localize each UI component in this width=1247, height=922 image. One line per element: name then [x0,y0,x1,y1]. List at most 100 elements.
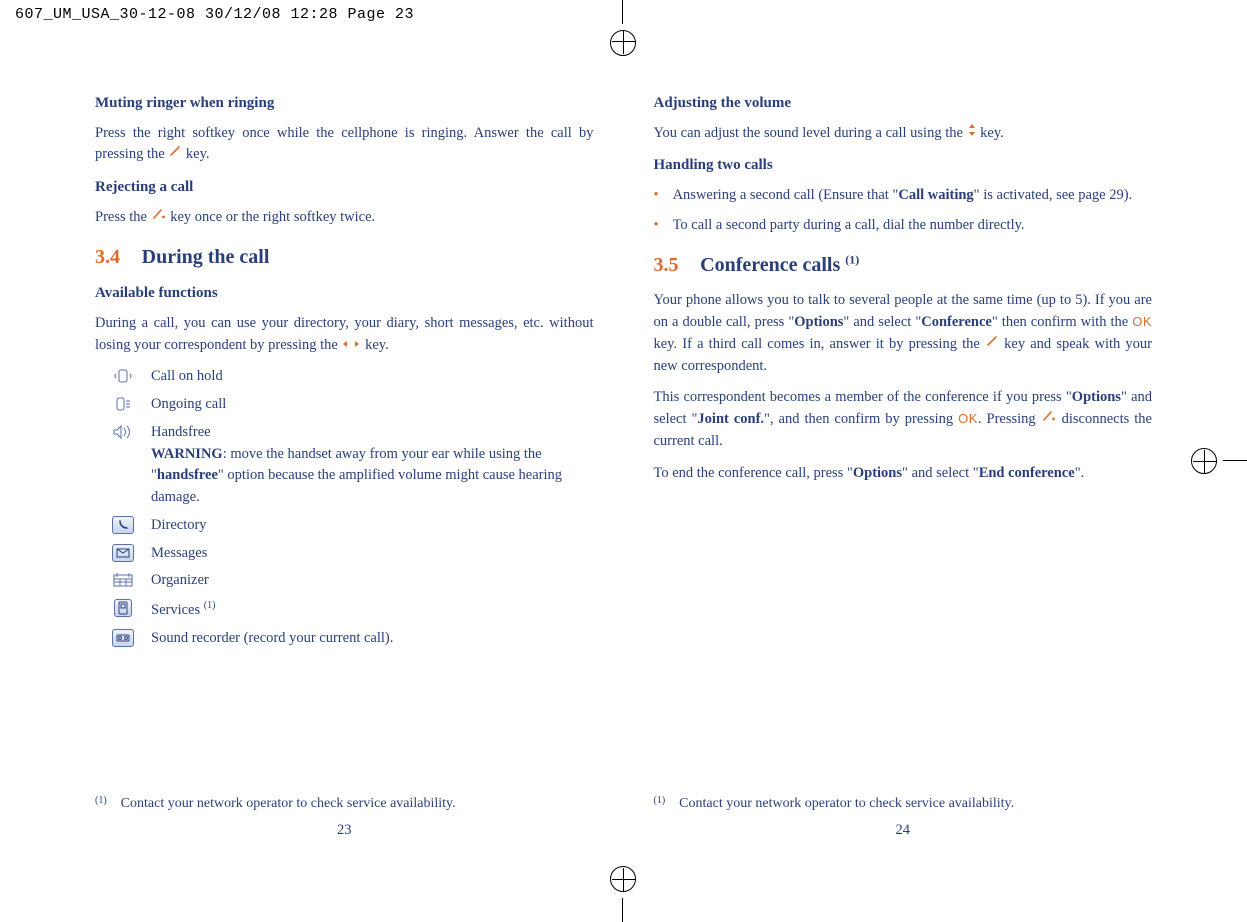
end-key-icon [151,207,167,229]
footnote-text: Contact your network operator to check s… [679,796,1014,811]
item-label: Handsfree WARNING: move the handset away… [151,422,594,509]
section-3-4: 3.4 During the call [95,242,594,272]
text-bold: Options [853,465,902,481]
heading-available-functions: Available functions [95,282,594,305]
send-key-icon [985,334,999,356]
page-number-left: 23 [95,820,594,842]
hold-icon [112,367,134,385]
preflight-header: 607_UM_USA_30-12-08 30/12/08 12:28 Page … [15,6,414,23]
section-number: 3.4 [95,246,120,268]
text: " is activated, see page 29). [974,187,1133,203]
text: You can adjust the sound level during a … [654,125,967,141]
text: Conference calls [700,254,845,276]
text: key. If a third call comes in, answer it… [654,336,985,352]
function-list: Call on hold Ongoing call Handsfree WARN… [95,366,594,649]
text-bold: Conference [921,314,992,330]
list-item: Ongoing call [95,394,594,416]
bullet-item: • To call a second party during a call, … [654,215,1153,237]
bullet-icon: • [654,215,659,237]
para-rejecting: Press the key once or the right softkey … [95,207,594,229]
right-column: Adjusting the volume You can adjust the … [654,88,1153,842]
text-bold: Options [794,314,843,330]
heading-volume: Adjusting the volume [654,92,1153,115]
text: This correspondent becomes a member of t… [654,389,1072,405]
section-title: During the call [142,246,270,268]
list-item: Handsfree WARNING: move the handset away… [95,422,594,509]
send-key-icon [168,144,182,166]
up-down-key-icon [967,123,977,145]
text: Press the [95,209,151,225]
para-volume: You can adjust the sound level during a … [654,123,1153,145]
text-bold: Joint conf. [697,411,764,427]
text: ", and then confirm by pressing [764,411,958,427]
para-conference-1: Your phone allows you to talk to several… [654,290,1153,377]
text: key. [980,125,1004,141]
text: Services [151,602,204,618]
left-right-key-icon [341,335,361,357]
heading-two-calls: Handling two calls [654,154,1153,177]
text-bold: handsfree [157,467,218,483]
footnote-left: (1) Contact your network operator to che… [95,793,456,814]
text: Answering a second call (Ensure that " [673,187,899,203]
text-bold: End conference [979,465,1075,481]
text: " and select " [843,314,921,330]
para-conference-2: This correspondent becomes a member of t… [654,387,1153,452]
bullet-item: • Answering a second call (Ensure that "… [654,185,1153,207]
bullet-text: Answering a second call (Ensure that "Ca… [673,185,1152,207]
text: key. [186,146,210,162]
left-column: Muting ringer when ringing Press the rig… [95,88,594,842]
warning-label: WARNING [151,446,223,462]
item-label: Sound recorder (record your current call… [151,628,594,650]
section-title: Conference calls (1) [700,254,859,276]
messages-icon [112,544,134,562]
text: " and select " [902,465,979,481]
list-item: Messages [95,543,594,565]
text: " then confirm with the [992,314,1132,330]
text: key. [365,337,389,353]
ok-key-icon: OK [958,411,978,426]
text: ". [1075,465,1085,481]
text: . Pressing [978,411,1041,427]
section-number: 3.5 [654,254,679,276]
section-3-5: 3.5 Conference calls (1) [654,250,1153,280]
ok-key-icon: OK [1132,314,1152,329]
page-number-right: 24 [654,820,1153,842]
directory-icon [112,516,134,534]
crop-cross-bottom [618,874,630,886]
crop-cross-right [1199,456,1211,468]
text: To end the conference call, press " [654,465,853,481]
para-muting: Press the right softkey once while the c… [95,123,594,167]
bullet-text: To call a second party during a call, di… [673,215,1152,237]
sound-recorder-icon [112,629,134,647]
heading-muting: Muting ringer when ringing [95,92,594,115]
list-item: Directory [95,515,594,537]
ongoing-call-icon [112,395,134,413]
item-label: Services (1) [151,598,594,622]
para-conference-3: To end the conference call, press "Optio… [654,463,1153,485]
crop-cross-top [618,36,630,48]
bullet-icon: • [654,185,659,207]
text-bold: Options [1072,389,1121,405]
list-item: Sound recorder (record your current call… [95,628,594,650]
item-label: Messages [151,543,594,565]
para-available: During a call, you can use your director… [95,313,594,357]
text: key once or the right softkey twice. [170,209,375,225]
item-label: Ongoing call [151,394,594,416]
footnote-mark: (1) [95,795,107,806]
footnote-ref: (1) [845,253,859,267]
footnote-ref: (1) [204,600,216,611]
footnote-right: (1) Contact your network operator to che… [654,793,1015,814]
end-key-icon [1041,409,1057,431]
list-item: Organizer [95,570,594,592]
heading-rejecting: Rejecting a call [95,176,594,199]
item-label: Call on hold [151,366,594,388]
list-item: Services (1) [95,598,594,622]
text: Handsfree [151,424,211,440]
services-icon [114,599,132,617]
footnote-text: Contact your network operator to check s… [121,796,456,811]
text-bold: Call waiting [898,187,973,203]
handsfree-icon [112,423,134,441]
item-label: Organizer [151,570,594,592]
item-label: Directory [151,515,594,537]
organizer-icon [112,571,134,589]
